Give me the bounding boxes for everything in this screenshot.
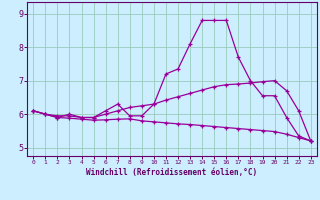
- X-axis label: Windchill (Refroidissement éolien,°C): Windchill (Refroidissement éolien,°C): [86, 168, 258, 177]
